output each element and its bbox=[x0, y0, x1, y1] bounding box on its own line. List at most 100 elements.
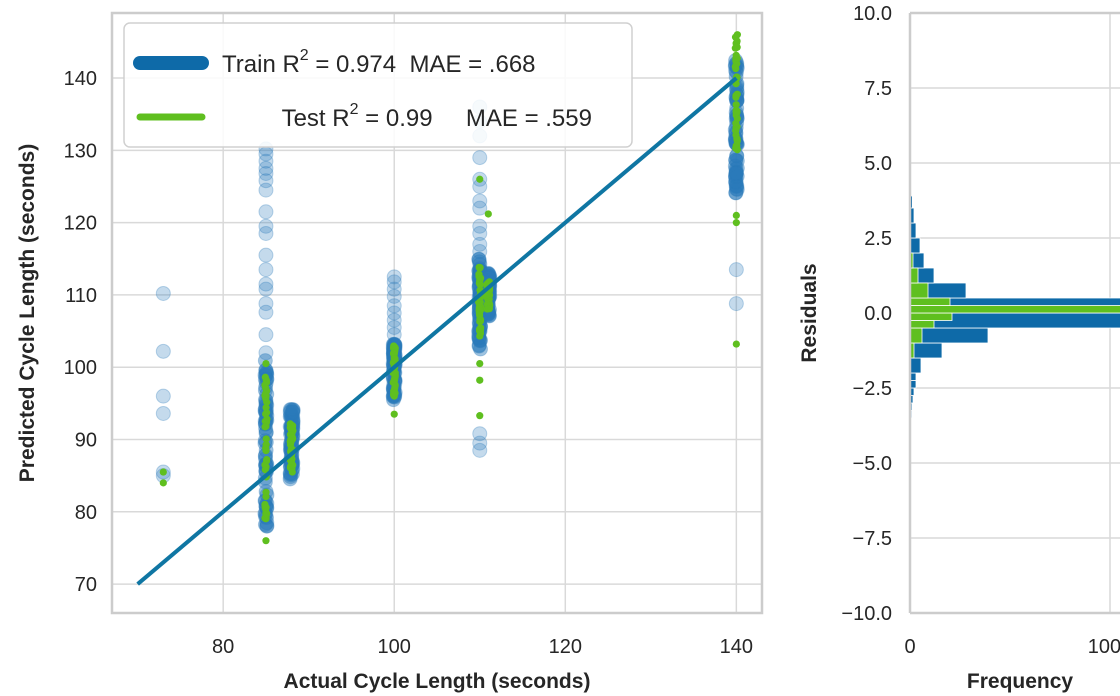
test-residual-bar bbox=[910, 305, 1120, 314]
train-point bbox=[258, 345, 274, 361]
train-point bbox=[386, 312, 402, 328]
test-point bbox=[476, 329, 485, 337]
train-point bbox=[285, 404, 301, 420]
train-point bbox=[258, 247, 274, 263]
test-point bbox=[485, 305, 493, 313]
test-point bbox=[476, 175, 484, 183]
scatter-x-ticks: 80 100 120 140 bbox=[212, 636, 753, 658]
train-point bbox=[258, 327, 274, 343]
train-point bbox=[728, 179, 744, 195]
train-point bbox=[285, 402, 301, 418]
train-point bbox=[729, 153, 745, 169]
train-point bbox=[472, 236, 488, 252]
train-point bbox=[728, 152, 744, 168]
test-point bbox=[288, 434, 297, 442]
train-point bbox=[472, 200, 488, 216]
test-residual-bar bbox=[910, 297, 951, 306]
test-point bbox=[732, 219, 740, 227]
train-point bbox=[258, 218, 274, 234]
test-point bbox=[263, 510, 271, 518]
train-point bbox=[729, 178, 745, 194]
train-point bbox=[728, 161, 744, 177]
test-point bbox=[262, 389, 270, 397]
train-point bbox=[728, 262, 744, 278]
test-point bbox=[262, 488, 270, 496]
test-point bbox=[262, 441, 270, 449]
train-point bbox=[258, 160, 274, 176]
test-point bbox=[261, 381, 269, 389]
test-point bbox=[262, 537, 270, 545]
train-point bbox=[258, 304, 274, 320]
legend: Train R2 = 0.974 MAE = .668 Test R2 = 0.… bbox=[123, 22, 639, 148]
test-point bbox=[261, 466, 269, 474]
test-point bbox=[476, 412, 484, 420]
train-point bbox=[472, 193, 488, 209]
test-point bbox=[261, 373, 269, 381]
legend-label-test: Test R2 = 0.99 MAE = .559 bbox=[222, 101, 639, 132]
train-point bbox=[727, 169, 743, 185]
test-point bbox=[733, 134, 741, 143]
test-point bbox=[475, 311, 484, 319]
train-point bbox=[472, 244, 488, 260]
test-point bbox=[732, 91, 740, 100]
train-residual-bar bbox=[910, 237, 921, 254]
train-point bbox=[386, 274, 402, 290]
train-point bbox=[258, 182, 274, 198]
test-point bbox=[476, 281, 484, 289]
train-point bbox=[728, 165, 744, 181]
train-point bbox=[285, 402, 301, 418]
train-point bbox=[258, 225, 274, 241]
test-residual-bar bbox=[910, 267, 919, 284]
test-point bbox=[159, 479, 167, 487]
test-point bbox=[733, 43, 741, 51]
train-point bbox=[728, 152, 744, 168]
histogram-y-tick-label: −5.0 bbox=[853, 453, 892, 475]
train-point bbox=[728, 175, 744, 191]
test-point bbox=[476, 360, 484, 368]
test-point bbox=[262, 435, 270, 443]
test-point bbox=[732, 340, 740, 348]
test-residual-bar bbox=[910, 282, 929, 299]
test-residual-bar bbox=[910, 320, 935, 329]
legend-box bbox=[123, 22, 633, 148]
scatter-y-tick-label: 100 bbox=[64, 357, 97, 379]
test-point bbox=[262, 446, 270, 455]
histogram-y-tick-label: 10.0 bbox=[853, 3, 892, 25]
test-point bbox=[475, 263, 483, 271]
train-point bbox=[386, 305, 402, 321]
train-point bbox=[728, 167, 744, 183]
test-point bbox=[732, 51, 740, 59]
scatter-x-tick-label: 140 bbox=[720, 636, 753, 658]
scatter-y-tick-label: 70 bbox=[75, 574, 97, 596]
test-point bbox=[733, 37, 741, 45]
histogram-x-ticks: 0 1000 bbox=[904, 636, 1120, 658]
train-point bbox=[472, 341, 488, 357]
test-point bbox=[732, 101, 740, 109]
train-point bbox=[155, 405, 171, 421]
train-residual-bar bbox=[910, 357, 922, 374]
train-point bbox=[728, 165, 744, 181]
histogram-x-axis-label: Frequency bbox=[967, 670, 1074, 693]
train-point bbox=[283, 402, 299, 418]
train-point bbox=[258, 165, 274, 181]
scatter-y-tick-label: 80 bbox=[75, 502, 97, 524]
train-point bbox=[729, 181, 745, 197]
test-point bbox=[288, 468, 296, 476]
scatter-x-axis-label: Actual Cycle Length (seconds) bbox=[284, 670, 591, 693]
scatter-y-ticks: 70 80 90 100 110 120 130 140 bbox=[64, 68, 97, 596]
histogram-y-axis-label: Residuals bbox=[798, 263, 821, 362]
train-point bbox=[472, 225, 488, 241]
train-point bbox=[472, 435, 488, 451]
test-point bbox=[261, 423, 269, 431]
test-point bbox=[476, 376, 484, 384]
histogram-y-tick-label: 2.5 bbox=[864, 228, 892, 250]
train-point bbox=[285, 404, 301, 420]
identity-line bbox=[136, 76, 738, 586]
histogram-x-tick-label: 1000 bbox=[1088, 636, 1120, 658]
legend-label-train: Train R2 = 0.974 MAE = .668 bbox=[222, 47, 536, 78]
train-point bbox=[258, 281, 274, 297]
scatter-plot-frame bbox=[110, 11, 764, 615]
test-point bbox=[391, 389, 399, 397]
